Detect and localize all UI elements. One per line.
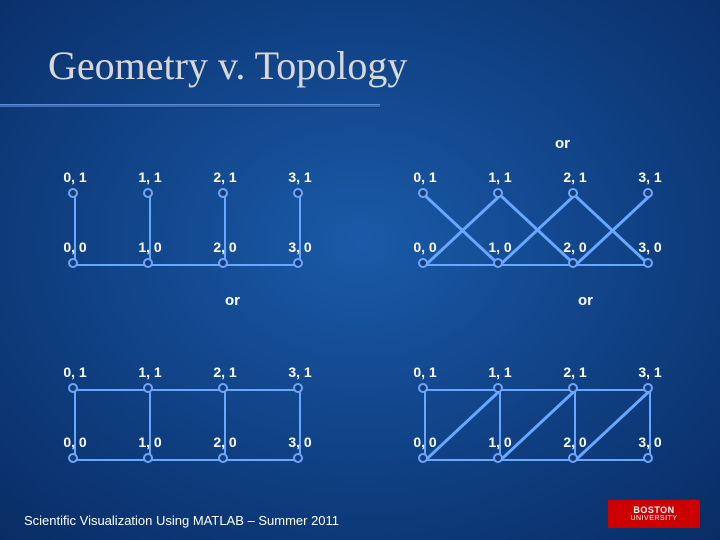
grid-edge bbox=[575, 389, 650, 391]
or-label-mid-left: or bbox=[225, 292, 240, 309]
logo-line1: BOSTON bbox=[633, 506, 674, 515]
diagram-area: 0, 1 1, 1 2, 1 3, 1 0, 0 1, 0 2, 0 3, 0 0, 1 1, … bbox=[60, 165, 670, 475]
or-label-top: or bbox=[555, 135, 570, 152]
node-label: 2, 0 bbox=[563, 239, 586, 255]
grid-node bbox=[568, 188, 578, 198]
grid-bottom-left: 0, 1 1, 1 2, 1 3, 1 0, 0 1, 0 2, 0 3, 0 bbox=[60, 360, 320, 470]
node-label: 0, 0 bbox=[63, 434, 86, 450]
grid-edge bbox=[574, 389, 651, 461]
node-label: 1, 0 bbox=[488, 434, 511, 450]
grid-edge bbox=[500, 264, 575, 266]
grid-node bbox=[218, 383, 228, 393]
node-label: 0, 0 bbox=[413, 239, 436, 255]
grid-edge bbox=[575, 459, 650, 461]
grid-node bbox=[293, 258, 303, 268]
node-label: 1, 1 bbox=[488, 364, 511, 380]
grid-node bbox=[218, 258, 228, 268]
grid-node bbox=[68, 258, 78, 268]
grid-edge bbox=[425, 389, 500, 391]
grid-edge bbox=[499, 389, 576, 461]
node-label: 3, 0 bbox=[638, 239, 661, 255]
title-rule bbox=[0, 104, 380, 108]
slide-title: Geometry v. Topology bbox=[48, 42, 407, 89]
grid-node bbox=[418, 383, 428, 393]
or-label-mid-right: or bbox=[578, 292, 593, 309]
grid-node bbox=[568, 258, 578, 268]
grid-node bbox=[418, 258, 428, 268]
grid-node bbox=[143, 258, 153, 268]
grid-edge bbox=[150, 264, 225, 266]
grid-node bbox=[643, 383, 653, 393]
node-label: 1, 1 bbox=[488, 169, 511, 185]
grid-edge bbox=[150, 389, 225, 391]
grid-edge bbox=[75, 459, 150, 461]
grid-edge bbox=[75, 264, 150, 266]
grid-edge bbox=[500, 389, 575, 391]
grid-edge bbox=[75, 389, 150, 391]
grid-edge bbox=[225, 264, 300, 266]
grid-top-right: 0, 1 1, 1 2, 1 3, 1 0, 0 1, 0 2, 0 3, 0 bbox=[410, 165, 670, 275]
grid-node bbox=[218, 188, 228, 198]
grid-node bbox=[143, 453, 153, 463]
node-label: 0, 1 bbox=[63, 364, 86, 380]
grid-edge bbox=[500, 459, 575, 461]
node-label: 3, 1 bbox=[288, 364, 311, 380]
grid-node bbox=[493, 383, 503, 393]
grid-edge bbox=[150, 459, 225, 461]
footer-text: Scientific Visualization Using MATLAB – … bbox=[24, 513, 339, 528]
node-label: 2, 0 bbox=[563, 434, 586, 450]
grid-node bbox=[143, 188, 153, 198]
node-label: 1, 1 bbox=[138, 169, 161, 185]
grid-node bbox=[218, 453, 228, 463]
grid-node bbox=[418, 453, 428, 463]
grid-node bbox=[293, 453, 303, 463]
node-label: 0, 1 bbox=[63, 169, 86, 185]
boston-university-logo: BOSTON UNIVERSITY bbox=[608, 500, 700, 528]
grid-edge bbox=[225, 389, 300, 391]
node-label: 3, 1 bbox=[638, 169, 661, 185]
grid-node bbox=[643, 258, 653, 268]
grid-node bbox=[293, 188, 303, 198]
grid-node bbox=[418, 188, 428, 198]
node-label: 2, 1 bbox=[213, 364, 236, 380]
grid-node bbox=[68, 188, 78, 198]
grid-top-left: 0, 1 1, 1 2, 1 3, 1 0, 0 1, 0 2, 0 3, 0 bbox=[60, 165, 320, 275]
node-label: 0, 1 bbox=[413, 364, 436, 380]
node-label: 2, 0 bbox=[213, 239, 236, 255]
grid-node bbox=[568, 453, 578, 463]
node-label: 3, 0 bbox=[288, 239, 311, 255]
grid-edge bbox=[425, 459, 500, 461]
node-label: 3, 1 bbox=[288, 169, 311, 185]
node-label: 1, 1 bbox=[138, 364, 161, 380]
grid-node bbox=[568, 383, 578, 393]
grid-node bbox=[493, 453, 503, 463]
grid-node bbox=[643, 453, 653, 463]
grid-node bbox=[68, 453, 78, 463]
node-label: 2, 1 bbox=[563, 169, 586, 185]
grid-node bbox=[143, 383, 153, 393]
node-label: 0, 0 bbox=[63, 239, 86, 255]
logo-line2: UNIVERSITY bbox=[630, 515, 677, 522]
node-label: 1, 0 bbox=[488, 239, 511, 255]
grid-node bbox=[493, 188, 503, 198]
node-label: 0, 1 bbox=[413, 169, 436, 185]
node-label: 1, 0 bbox=[138, 434, 161, 450]
grid-edge bbox=[425, 264, 500, 266]
grid-edge bbox=[575, 264, 650, 266]
grid-node bbox=[68, 383, 78, 393]
grid-edge bbox=[225, 459, 300, 461]
node-label: 3, 1 bbox=[638, 364, 661, 380]
node-label: 1, 0 bbox=[138, 239, 161, 255]
node-label: 0, 0 bbox=[413, 434, 436, 450]
node-label: 2, 0 bbox=[213, 434, 236, 450]
node-label: 3, 0 bbox=[638, 434, 661, 450]
node-label: 3, 0 bbox=[288, 434, 311, 450]
grid-bottom-right: 0, 1 1, 1 2, 1 3, 1 0, 0 1, 0 2, 0 3, 0 bbox=[410, 360, 670, 470]
grid-node bbox=[643, 188, 653, 198]
grid-node bbox=[293, 383, 303, 393]
grid-edge bbox=[424, 389, 501, 461]
grid-node bbox=[493, 258, 503, 268]
node-label: 2, 1 bbox=[213, 169, 236, 185]
node-label: 2, 1 bbox=[563, 364, 586, 380]
